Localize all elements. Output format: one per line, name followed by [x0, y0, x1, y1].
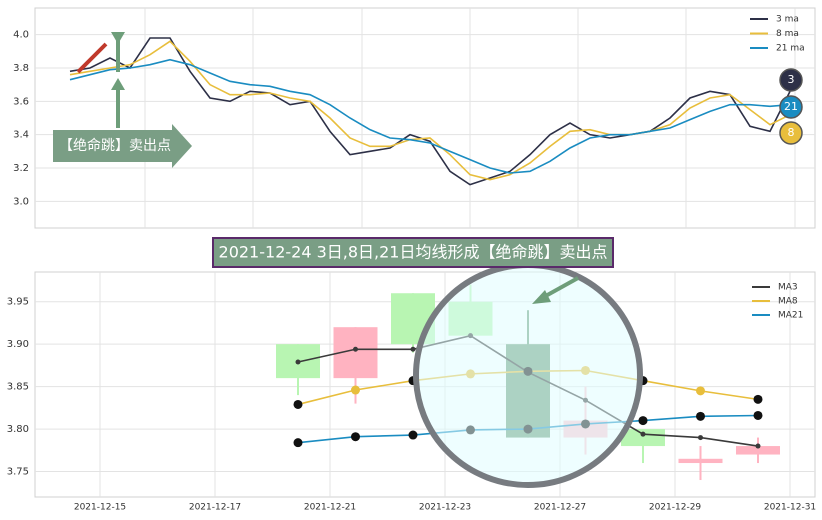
end-label: 3	[788, 73, 795, 86]
ma-marker	[640, 431, 646, 437]
banner	[212, 237, 614, 268]
arrow-head	[111, 32, 125, 44]
y-tick-label: 3.6	[13, 96, 29, 107]
x-tick-label: 2021-12-21	[304, 503, 356, 513]
ma-marker	[698, 435, 703, 441]
legend-label: 21 ma	[776, 44, 805, 54]
end-label: 21	[784, 100, 798, 113]
label-arrow	[53, 124, 192, 168]
ma-marker	[351, 432, 360, 442]
x-tick-label: 2021-12-27	[534, 503, 586, 513]
top-layer: 3.0 3.2 3.4 3.6 3.8 4.0 3 ma 8 ma 21 ma 3 21 8	[13, 8, 815, 228]
ma-marker	[295, 359, 301, 365]
x-tick-label: 2021-12-29	[649, 503, 702, 513]
y-tick-label: 3.4	[13, 130, 29, 141]
ma-marker	[696, 386, 705, 396]
highlight-ellipse	[413, 262, 643, 488]
ma-marker	[293, 438, 303, 448]
y-tick-label: 3.0	[13, 196, 29, 207]
ma-marker	[755, 443, 761, 449]
ma-marker	[351, 385, 360, 395]
candle-body	[621, 429, 665, 447]
ma-marker	[353, 346, 358, 352]
y-tick-label: 3.8	[13, 63, 29, 74]
pointer	[541, 276, 579, 300]
end-label-badge	[779, 95, 803, 119]
top-plot-area	[34, 7, 816, 229]
y-tick-label: 3.95	[7, 297, 29, 308]
ma-marker	[410, 346, 416, 352]
legend-label: MA3	[778, 283, 798, 293]
ma-line	[69, 58, 791, 174]
ma-line	[69, 40, 791, 181]
y-tick-label: 3.80	[7, 424, 29, 435]
ma-marker	[753, 410, 763, 420]
ma-marker	[638, 416, 648, 426]
x-tick-label: 2021-12-15	[74, 503, 126, 513]
ma-marker	[696, 411, 705, 421]
legend-label: MA21	[778, 311, 803, 321]
y-tick-label: 3.2	[13, 163, 29, 174]
x-tick-label: 2021-12-17	[189, 503, 241, 513]
end-label-badge	[779, 121, 803, 145]
legend-label: MA8	[778, 297, 798, 307]
end-label: 8	[788, 126, 795, 139]
y-tick-label: 3.75	[7, 467, 29, 478]
arrow-red	[76, 42, 108, 74]
y-tick-label: 3.85	[7, 382, 29, 393]
ma-marker	[408, 430, 418, 440]
pointer-head	[532, 290, 551, 304]
end-label-badge	[779, 68, 803, 92]
candle-body	[678, 458, 723, 464]
candle-body	[736, 446, 780, 455]
x-tick-label: 2021-12-23	[419, 503, 471, 513]
banner-title: 2021-12-24 3日,8日,21日均线形成【绝命跳】卖出点	[219, 243, 608, 262]
legend-label: 3 ma	[776, 15, 799, 25]
ma-marker	[753, 394, 763, 404]
ma-line	[69, 37, 791, 186]
legend-label: 8 ma	[776, 29, 799, 39]
x-tick-label: 2021-12-31	[764, 503, 816, 513]
arrow-head	[111, 78, 125, 90]
annotation: 【绝命跳】卖出点	[59, 137, 171, 154]
ma-marker	[293, 399, 303, 409]
y-tick-label: 3.90	[7, 339, 29, 350]
y-tick-label: 4.0	[13, 30, 29, 41]
